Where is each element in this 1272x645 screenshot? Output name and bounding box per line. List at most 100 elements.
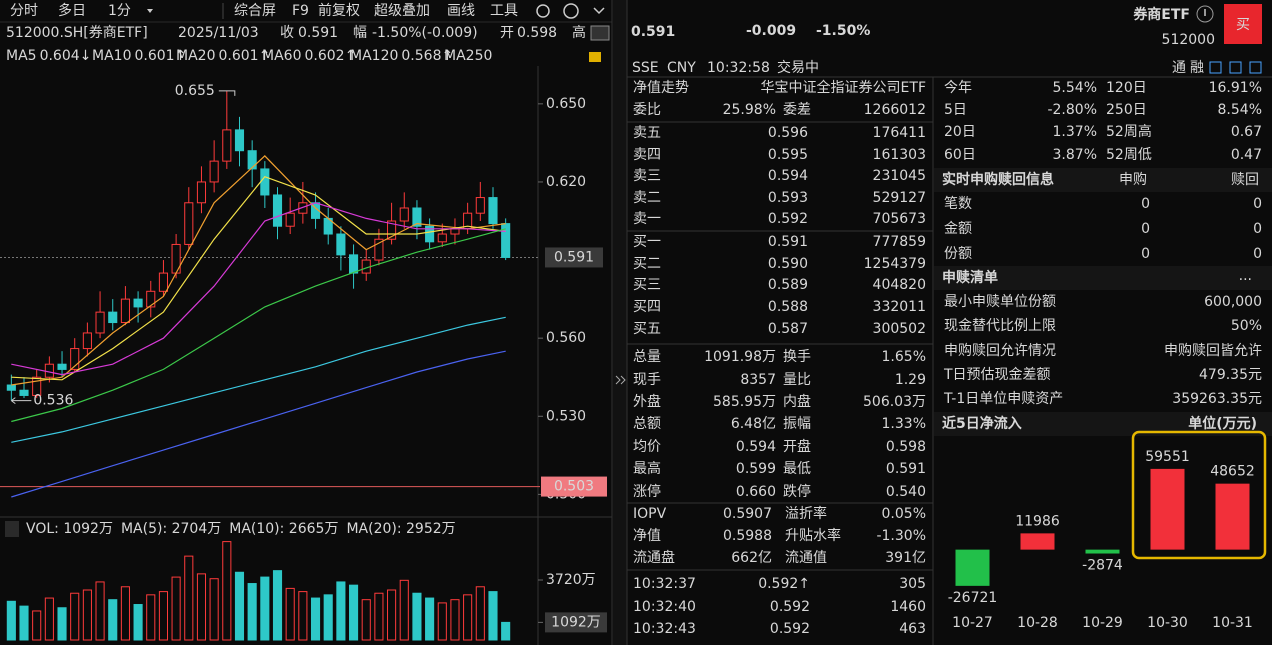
candle-body — [260, 168, 270, 196]
bid-volume: 1254379 — [864, 256, 926, 272]
candle-body — [120, 298, 130, 324]
bid-price: 0.588 — [768, 299, 808, 315]
candle-body — [247, 150, 257, 170]
reference-label: 0.503 — [554, 479, 594, 495]
label: 内盘 — [783, 393, 811, 410]
dropdown-icon[interactable] — [147, 9, 153, 13]
reference-label-box — [541, 476, 607, 497]
volume-bar — [120, 586, 130, 641]
value: 359263.35元 — [1172, 391, 1262, 407]
value: 0.598 — [886, 439, 926, 455]
volume-bar — [425, 597, 435, 641]
tool-icon[interactable] — [1229, 61, 1242, 74]
label: 60日 — [944, 147, 976, 163]
candle-body — [209, 160, 219, 183]
volume-bar — [247, 583, 257, 641]
label: 总额 — [633, 416, 661, 432]
toolbar-item[interactable]: 工具 — [490, 3, 518, 19]
label: 总量 — [633, 349, 661, 365]
date: 2025/11/03 — [178, 25, 259, 41]
value: 1.65% — [882, 349, 926, 365]
volume-legend: MA(20): 2952万 — [346, 521, 455, 537]
label: 买一 — [633, 234, 661, 250]
candle-body — [222, 129, 232, 162]
label: 最高 — [633, 460, 661, 477]
value: 506.03万 — [863, 394, 926, 410]
candle-body — [6, 384, 16, 391]
bid-price: 0.590 — [768, 256, 808, 272]
value: 0.67 — [1231, 124, 1262, 140]
label: 卖三 — [633, 168, 661, 184]
volume-bar — [336, 581, 346, 641]
trade-price: 0.592↑ — [758, 576, 810, 592]
value: 662亿 — [731, 550, 772, 566]
trade-volume: 305 — [899, 576, 926, 592]
value: 0 — [1253, 221, 1262, 237]
volume-bar — [272, 570, 283, 641]
toolbar-item[interactable]: F9 — [292, 3, 309, 19]
column-head: 赎回 — [1231, 171, 1259, 188]
collapse-bar[interactable] — [613, 0, 627, 645]
value: 8357 — [740, 372, 776, 388]
value: 1266012 — [864, 102, 926, 118]
toolbar-item[interactable]: 分时 — [10, 3, 38, 19]
tool-icon[interactable] — [1249, 61, 1262, 74]
more[interactable]: ... — [1239, 268, 1252, 284]
candle-body — [158, 272, 168, 292]
currency: CNY — [667, 60, 696, 76]
help-box[interactable] — [5, 521, 19, 537]
buy-label[interactable]: 买 — [1236, 17, 1250, 33]
value: 479.35元 — [1199, 367, 1262, 383]
tab[interactable]: 净值走势 — [633, 80, 689, 96]
value: 0.599 — [736, 461, 776, 477]
volume-bar — [234, 571, 245, 641]
volume-bar — [323, 594, 333, 641]
bid-volume: 777859 — [873, 234, 926, 250]
volume-legend: MA(5): 2704万 — [121, 521, 221, 537]
toolbar-item[interactable]: 1分 — [108, 3, 131, 19]
tool-icon[interactable] — [1209, 61, 1222, 74]
bid-volume: 404820 — [873, 277, 926, 293]
candle-body — [32, 376, 42, 396]
help-icon[interactable] — [563, 3, 579, 19]
toolbar-item[interactable]: 多日 — [58, 2, 86, 19]
collapse-toolbar-icon[interactable] — [593, 7, 605, 15]
label: 今年 — [944, 80, 972, 96]
lock-icon[interactable] — [589, 52, 601, 62]
x-tick-label: 10-29 — [1082, 615, 1123, 631]
legend-name: MA120 — [350, 48, 398, 64]
candle-body — [425, 225, 435, 243]
toolbar-item[interactable]: 综合屏 — [234, 3, 276, 19]
volume-bar — [285, 587, 295, 641]
toolbar-item[interactable]: 画线 — [447, 3, 475, 19]
settings-icon[interactable] — [536, 4, 550, 18]
collapse-icon[interactable] — [615, 375, 626, 385]
buy-button[interactable] — [1224, 4, 1262, 44]
label: 委比 — [633, 102, 661, 118]
value: 1.33% — [882, 416, 926, 432]
symbol: 512000.SH[券商ETF] — [6, 25, 148, 41]
candle-body — [336, 233, 346, 256]
wp-icon[interactable] — [590, 25, 610, 41]
ask-price: 0.592 — [768, 211, 808, 227]
toolbar-item[interactable]: 前复权 — [318, 2, 360, 19]
info-icon[interactable] — [1196, 5, 1214, 23]
label: 250日 — [1106, 102, 1147, 118]
bid-price: 0.587 — [768, 321, 808, 337]
candle-body — [196, 181, 207, 204]
volume-bar — [349, 584, 359, 641]
annotation: 0.536 — [33, 393, 73, 409]
value: 50% — [1231, 318, 1262, 334]
label: 52周低 — [1106, 147, 1152, 163]
volume-bar — [108, 599, 118, 641]
label: IOPV — [633, 506, 667, 522]
volume-bar — [222, 541, 232, 641]
ask-volume: 705673 — [873, 211, 926, 227]
label: 现金替代比例上限 — [944, 318, 1056, 334]
value: 0.5907 — [723, 506, 772, 522]
trade-price: 0.592 — [770, 621, 810, 637]
toolbar-item[interactable]: 超级叠加 — [374, 3, 430, 19]
bar — [1020, 533, 1055, 550]
change-pct: -1.50% — [816, 23, 870, 39]
